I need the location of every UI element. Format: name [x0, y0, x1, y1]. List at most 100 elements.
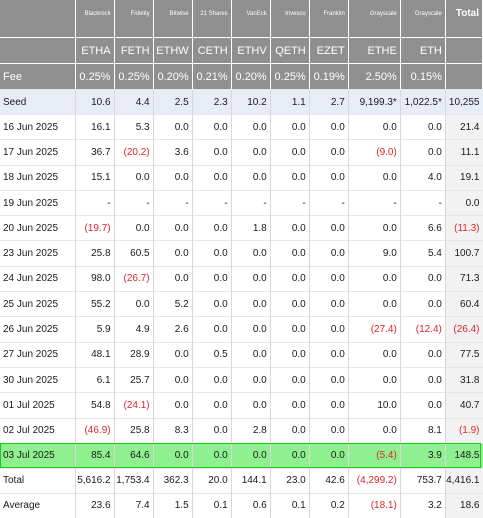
row-label: 19 Jun 2025 [0, 189, 76, 216]
flow-cell: 25.8 [114, 417, 154, 444]
flow-cell: 0.0 [309, 366, 349, 393]
flow-cell: 64.6 [114, 442, 154, 469]
ticker-header: ETHW [153, 37, 193, 64]
flow-cell: 0.0 [270, 215, 310, 241]
flow-cell: 0.0 [231, 316, 271, 343]
flow-cell: 3.9 [400, 442, 446, 469]
row-total-cell: 4,416.1 [445, 467, 483, 494]
flow-cell: 0.0 [153, 366, 193, 393]
flow-cell: 0.0 [231, 240, 271, 267]
flow-cell: 0.0 [400, 291, 446, 317]
flow-cell: - [153, 189, 193, 216]
flow-cell: 54.8 [75, 392, 115, 419]
flow-cell: 0.0 [270, 139, 310, 166]
flow-cell: 0.0 [309, 139, 349, 166]
row-total-cell: 18.6 [445, 492, 483, 518]
flow-cell: 25.8 [75, 240, 115, 267]
flow-cell: 0.2 [309, 492, 349, 518]
flow-cell: 0.0 [270, 265, 310, 292]
row-label: 26 Jun 2025 [0, 316, 76, 343]
flow-cell: 0.0 [270, 164, 310, 191]
flow-cell: 0.0 [270, 316, 310, 343]
flow-cell: 0.0 [153, 240, 193, 267]
flow-cell: 753.7 [400, 467, 446, 494]
flow-cell: 0.0 [153, 442, 193, 469]
flow-cell: 0.0 [309, 442, 349, 469]
flow-cell: 0.0 [153, 341, 193, 368]
issuer-header: Blackrock [75, 0, 115, 38]
flow-cell: 0.0 [153, 113, 193, 140]
flow-cell: 4.9 [114, 316, 154, 343]
fee-value: 0.20% [231, 63, 271, 90]
issuer-header: VanEck [231, 0, 271, 38]
flow-cell: 0.0 [309, 341, 349, 368]
flow-cell: 0.0 [400, 113, 446, 140]
flow-cell: 144.1 [231, 467, 271, 494]
flow-cell: 0.0 [231, 164, 271, 191]
flow-cell: (24.1) [114, 392, 154, 419]
flow-cell: 0.0 [309, 215, 349, 241]
flow-cell: 0.0 [153, 265, 193, 292]
row-total-cell: 19.1 [445, 164, 483, 191]
flow-cell: 0.0 [153, 215, 193, 241]
flow-cell: (12.4) [400, 316, 446, 343]
flow-cell: 8.3 [153, 417, 193, 444]
row-label: 27 Jun 2025 [0, 341, 76, 368]
flow-cell: - [192, 189, 232, 216]
flow-cell: 0.0 [309, 164, 349, 191]
flow-cell: (46.9) [75, 417, 115, 444]
flow-row: 30 Jun 2025 6.1 25.7 0.0 0.0 0.0 0.0 0.0 0.0 0.0 3… [0, 366, 483, 393]
issuer-header: Grayscale [400, 0, 446, 38]
row-label: 25 Jun 2025 [0, 291, 76, 317]
row-total-cell: 148.5 [445, 442, 483, 469]
flow-cell: (4,299.2) [348, 467, 401, 494]
flow-cell: 0.0 [348, 164, 401, 191]
flow-cell: 85.4 [75, 442, 115, 469]
row-label: 23 Jun 2025 [0, 240, 76, 267]
flow-cell: 0.0 [309, 291, 349, 317]
flow-row: 17 Jun 2025 36.7 (20.2) 3.6 0.0 0.0 0.0 0.0 (9.0… [0, 139, 483, 166]
flow-row: 24 Jun 2025 98.0 (26.7) 0.0 0.0 0.0 0.0 0.0 0.0 0… [0, 265, 483, 292]
flow-cell: 0.0 [114, 164, 154, 191]
flow-cell: 0.0 [192, 366, 232, 393]
flow-cell: 5.3 [114, 113, 154, 140]
flow-cell: 23.0 [270, 467, 310, 494]
flow-cell: 0.0 [400, 366, 446, 393]
flow-cell: 0.0 [270, 113, 310, 140]
flow-cell: 0.0 [231, 139, 271, 166]
flow-cell: 4.4 [114, 89, 154, 115]
flow-cell: 0.0 [348, 341, 401, 368]
flow-cell: 0.0 [270, 392, 310, 419]
flow-cell: 0.0 [270, 341, 310, 368]
flow-cell: (20.2) [114, 139, 154, 166]
row-total-cell: 31.8 [445, 366, 483, 393]
flow-cell: 5.9 [75, 316, 115, 343]
flow-cell: 28.9 [114, 341, 154, 368]
flow-cell: 0.0 [231, 113, 271, 140]
flow-cell: 0.0 [400, 139, 446, 166]
flow-cell: 0.1 [192, 492, 232, 518]
flow-row: 18 Jun 2025 15.1 0.0 0.0 0.0 0.0 0.0 0.0 0.0 4.0 1… [0, 164, 483, 191]
flow-cell: 9.0 [348, 240, 401, 267]
ticker-total-blank [445, 37, 483, 64]
flow-row: 25 Jun 2025 55.2 0.0 5.2 0.0 0.0 0.0 0.0 0.0 0.0 6… [0, 291, 483, 317]
ticker-header: FETH [114, 37, 154, 64]
fee-value: 0.25% [114, 63, 154, 90]
flow-cell: (27.4) [348, 316, 401, 343]
row-label: Total [0, 467, 76, 494]
flow-cell: 0.0 [309, 113, 349, 140]
corner-cell [0, 0, 76, 38]
row-total-cell: 0.0 [445, 189, 483, 216]
flow-cell: 0.0 [192, 417, 232, 444]
flow-row: 16 Jun 2025 16.1 5.3 0.0 0.0 0.0 0.0 0.0 0.0 0.0 2… [0, 113, 483, 140]
flow-cell: (5.4) [348, 442, 401, 469]
flow-cell: 0.0 [348, 291, 401, 317]
flow-cell: 55.2 [75, 291, 115, 317]
flow-cell: 0.0 [270, 442, 310, 469]
issuer-header: Grayscale [348, 0, 401, 38]
flow-cell: 0.5 [192, 341, 232, 368]
flow-cell: 0.0 [231, 392, 271, 419]
flow-cell: 2.8 [231, 417, 271, 444]
flow-cell: 0.0 [231, 366, 271, 393]
flow-cell: - [75, 189, 115, 216]
